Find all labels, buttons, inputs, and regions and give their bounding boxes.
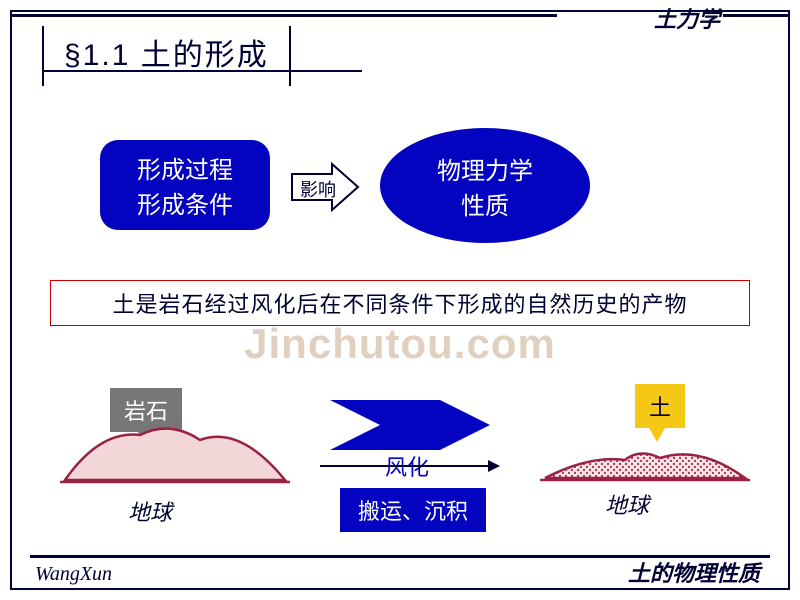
section-title: §1.1 土的形成	[64, 30, 269, 74]
header-rule-left	[12, 14, 557, 17]
thin-arrow-icon	[320, 456, 500, 476]
big-arrow-icon	[330, 400, 490, 450]
properties-ellipse: 物理力学 性质	[380, 128, 590, 243]
section-title-box: §1.1 土的形成	[42, 26, 291, 86]
formation-box: 形成过程 形成条件	[100, 140, 270, 230]
header-rule-right	[723, 14, 788, 17]
properties-line2: 性质	[461, 186, 509, 221]
definition-text: 土是岩石经过风化后在不同条件下形成的自然历史的产物	[112, 292, 687, 317]
course-name: 土力学	[654, 2, 720, 34]
footer-author: WangXun	[35, 563, 112, 586]
definition-box: 土是岩石经过风化后在不同条件下形成的自然历史的产物	[50, 280, 750, 326]
soil-hill	[540, 420, 750, 490]
transport-label: 搬运、沉积	[340, 488, 486, 532]
properties-line1: 物理力学	[437, 151, 533, 186]
title-underline	[42, 70, 362, 72]
rock-hill	[60, 410, 290, 490]
influence-label: 影响	[300, 176, 336, 202]
formation-line2: 形成条件	[137, 185, 233, 220]
process-row: 岩石 地球 风化 搬运、沉积 土 地球	[0, 370, 800, 530]
footer-chapter: 土的物理性质	[628, 556, 760, 588]
earth-label-left: 地球	[128, 495, 172, 527]
concept-row: 形成过程 形成条件 影响 物理力学 性质	[0, 140, 800, 260]
influence-arrow: 影响	[290, 162, 360, 212]
earth-label-right: 地球	[605, 488, 649, 520]
formation-line1: 形成过程	[137, 150, 233, 185]
